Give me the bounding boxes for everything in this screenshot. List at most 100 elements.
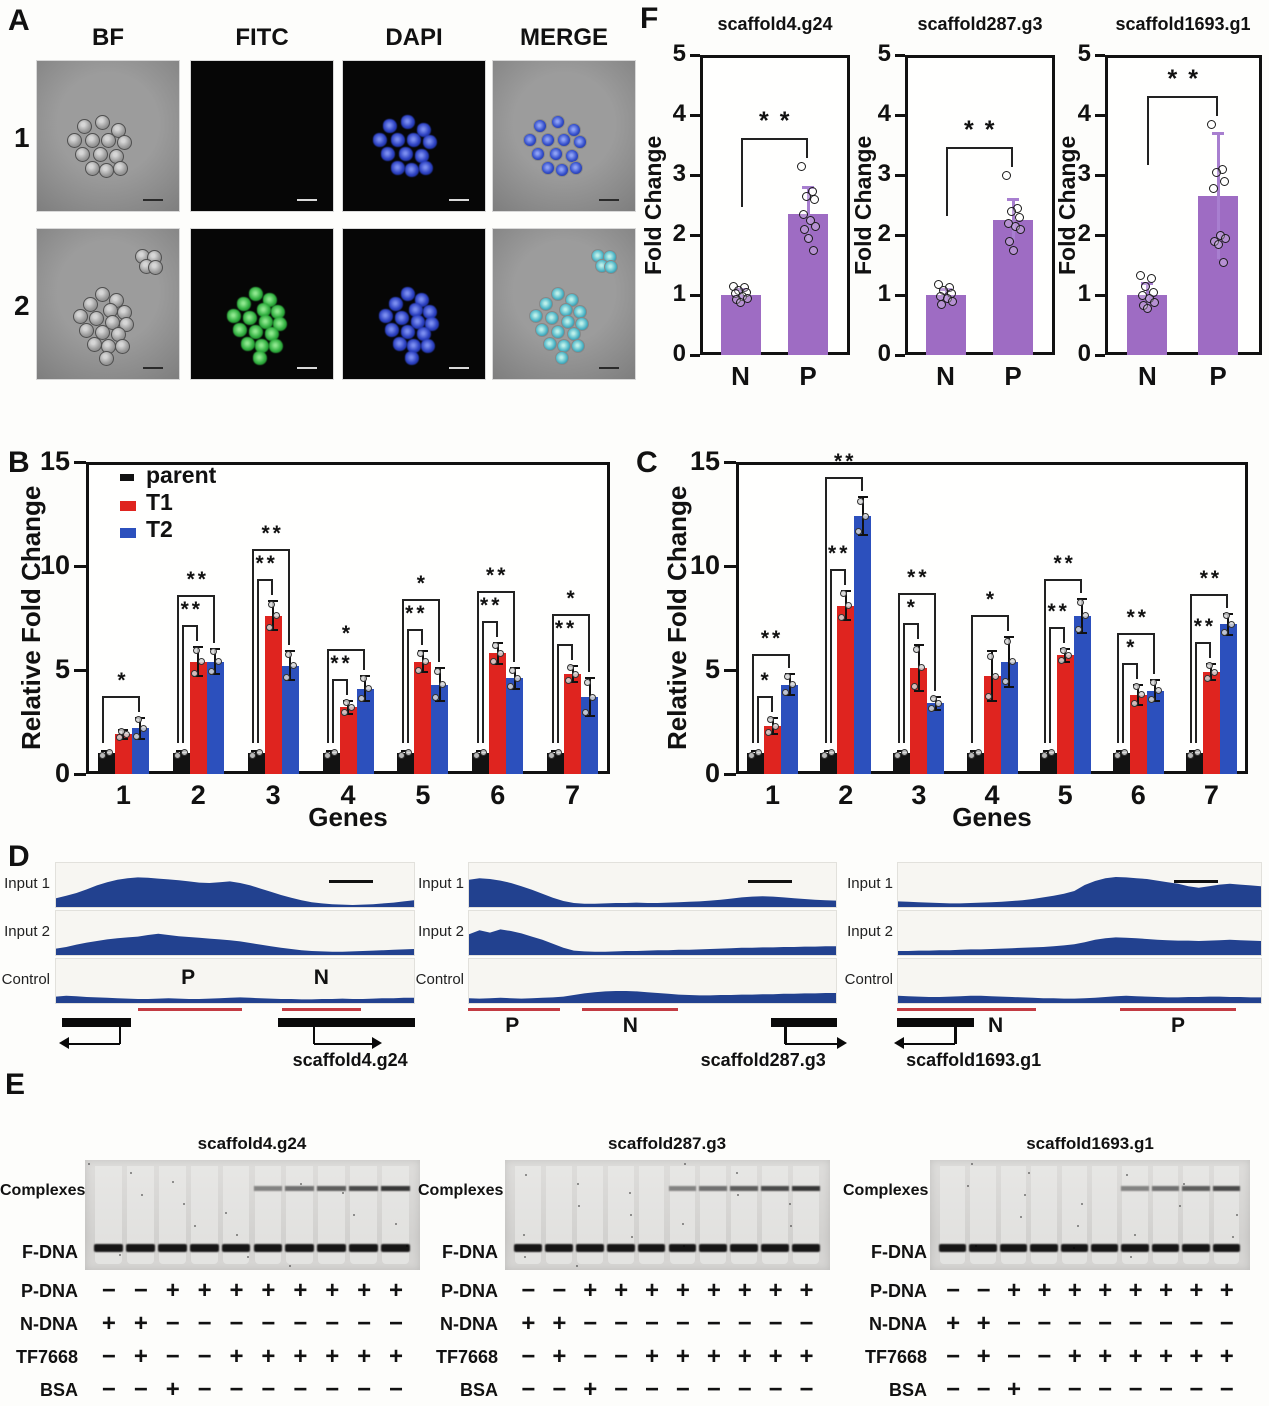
y-tick-F2 xyxy=(895,53,905,57)
data-point xyxy=(1142,303,1152,313)
f-dna-band xyxy=(1212,1244,1240,1252)
f-dna-band xyxy=(514,1244,542,1252)
data-point xyxy=(935,699,943,707)
error-bar-cap xyxy=(857,496,868,499)
data-point xyxy=(1222,612,1230,620)
gel-speckle xyxy=(1232,1236,1234,1238)
data-point xyxy=(497,649,505,657)
gel-sign: − xyxy=(645,1376,660,1403)
sig-asterisks-B: * xyxy=(566,586,578,610)
data-point xyxy=(439,681,447,689)
region-line-P xyxy=(468,1008,561,1011)
data-point xyxy=(192,646,200,654)
data-point xyxy=(1140,281,1150,291)
cell-blob xyxy=(115,339,130,354)
complex-band xyxy=(1212,1186,1240,1191)
x-tick-label-C: 3 xyxy=(911,780,927,810)
data-point xyxy=(901,748,909,756)
sig-bracket-C xyxy=(1153,632,1156,675)
data-point xyxy=(986,652,994,660)
data-point xyxy=(894,751,902,759)
gel-sign: + xyxy=(261,1343,276,1370)
error-bar-cap xyxy=(1133,704,1144,707)
gel-sign: − xyxy=(133,1376,148,1403)
panel-b-y-axis-label: Relative Fold Change xyxy=(16,485,46,751)
data-point xyxy=(1074,625,1082,633)
gel-row-label-BSA: BSA xyxy=(459,1380,498,1400)
bar-T2-B2 xyxy=(206,661,224,774)
bar-T1-B6 xyxy=(489,653,507,774)
gel-sign: + xyxy=(1098,1343,1113,1370)
error-bar-cap xyxy=(750,754,761,757)
data-point xyxy=(857,497,865,505)
cell-blob xyxy=(557,133,571,147)
data-point xyxy=(359,675,367,683)
data-point xyxy=(134,716,142,724)
cell-blob xyxy=(83,297,98,312)
y-tick-label-F3: 4 xyxy=(1077,100,1091,127)
track-label: Input 1 xyxy=(418,875,464,892)
gel-sign: − xyxy=(521,1376,536,1403)
cell-blob xyxy=(415,149,429,163)
gene-label: scaffold287.g3 xyxy=(700,1050,826,1070)
x-tick-label-B: 2 xyxy=(190,780,206,810)
data-point xyxy=(1149,297,1159,307)
region-line-N xyxy=(281,1008,361,1011)
bar-T1-C2 xyxy=(837,605,855,774)
error-bar-cap xyxy=(210,673,221,676)
gel-speckle xyxy=(1236,1214,1238,1216)
data-point xyxy=(809,194,819,204)
data-point xyxy=(1149,678,1157,686)
data-point xyxy=(821,751,829,759)
gene-label: scaffold4.g24 xyxy=(292,1050,408,1070)
error-bar-cap xyxy=(913,644,924,647)
cell-blob xyxy=(391,161,405,175)
gel-speckle xyxy=(172,1181,174,1183)
y-tick-label-F1: 2 xyxy=(672,220,686,247)
x-tick-label-F2: P xyxy=(1004,361,1022,391)
data-point xyxy=(808,245,818,255)
gene-tss-line xyxy=(784,1027,787,1044)
micro-dapi-1 xyxy=(342,60,486,212)
region-label-P: P xyxy=(1171,1014,1186,1037)
complex-band xyxy=(1151,1186,1180,1191)
cell-blob xyxy=(101,133,116,148)
region-line-P xyxy=(137,1008,243,1011)
error-bar-cap xyxy=(1060,660,1071,663)
sig-bracket-C xyxy=(1049,627,1066,630)
data-point xyxy=(1003,638,1011,646)
gel-sign: − xyxy=(261,1376,276,1403)
gel-sign: + xyxy=(1158,1343,1173,1370)
gel-speckle xyxy=(1028,1172,1030,1174)
gel-sign: − xyxy=(197,1343,212,1370)
y-tick-F2 xyxy=(895,113,905,117)
y-tick-label-F3: 0 xyxy=(1077,340,1091,367)
gel-sign: + xyxy=(552,1310,567,1337)
sig-bracket-B xyxy=(406,629,409,743)
f-dna-band xyxy=(575,1244,604,1252)
gel-image-2 xyxy=(505,1160,830,1270)
f-dna-band xyxy=(253,1244,283,1252)
cell-blob xyxy=(399,147,413,161)
data-point xyxy=(1076,599,1084,607)
track-label: Input 2 xyxy=(418,923,464,940)
data-point xyxy=(928,704,936,712)
bar-T2-B4 xyxy=(356,688,374,774)
gel-speckle xyxy=(1081,1203,1083,1205)
region-label-P: P xyxy=(505,1014,520,1037)
coverage-area xyxy=(898,877,1261,907)
gel-speckle xyxy=(1126,1174,1128,1176)
cell-blob xyxy=(95,325,110,340)
gel-sign: + xyxy=(1219,1277,1234,1304)
cell-blob xyxy=(425,317,439,331)
bar-T2-C1 xyxy=(781,684,799,774)
bar-T1-B3 xyxy=(264,615,282,774)
y-tick-label-C: 0 xyxy=(704,758,720,788)
gel-band-label-complexes: Complexes xyxy=(0,1182,86,1199)
cell-blob xyxy=(539,297,553,311)
error-bar-cap xyxy=(987,700,997,703)
gel-sign: + xyxy=(357,1343,372,1370)
data-point xyxy=(589,693,597,701)
f-dna-band xyxy=(792,1244,820,1252)
